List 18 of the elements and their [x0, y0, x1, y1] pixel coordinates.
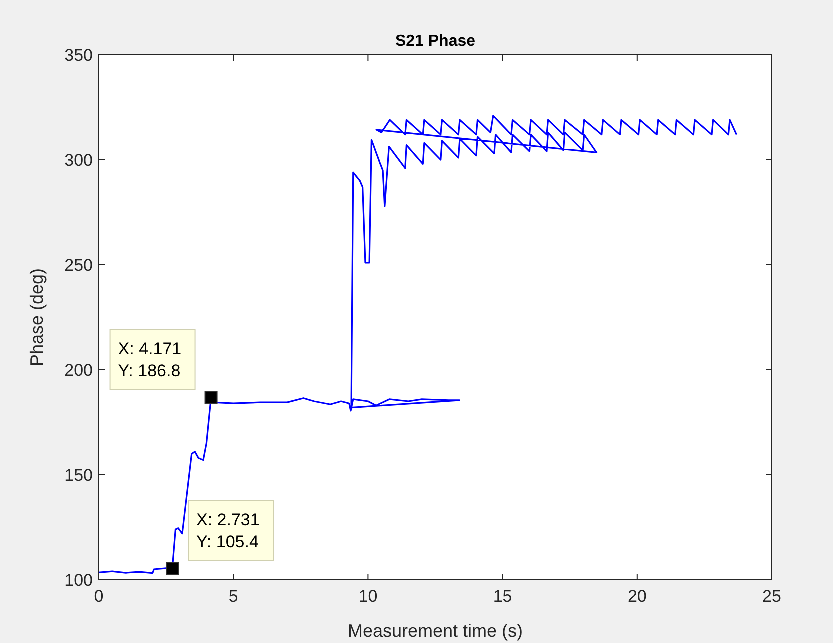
x-tick-label: 5: [228, 587, 238, 606]
y-tick-label: 300: [64, 151, 93, 170]
x-tick-label: 10: [358, 587, 378, 606]
annotation: X: 2.731 Y: 105.4: [196, 510, 260, 552]
chart-title: S21 Phase: [395, 33, 476, 50]
x-tick-label: 0: [94, 587, 104, 606]
y-axis-title: Phase (deg): [27, 268, 47, 367]
x-tick-label: 20: [628, 587, 647, 606]
annotation: X: 4.171 Y: 186.8: [118, 340, 182, 381]
x-axis-title: Measurement time (s): [348, 621, 524, 641]
line-series: [99, 115, 738, 576]
y-tick-label: 200: [64, 361, 93, 380]
y-tick-label: 250: [64, 256, 93, 275]
x-tick-label: 15: [493, 587, 512, 606]
x-tick-label: 25: [762, 587, 782, 606]
y-tick-label: 150: [64, 466, 93, 485]
y-tick-label: 100: [64, 571, 93, 590]
y-tick-label: 350: [64, 46, 93, 65]
